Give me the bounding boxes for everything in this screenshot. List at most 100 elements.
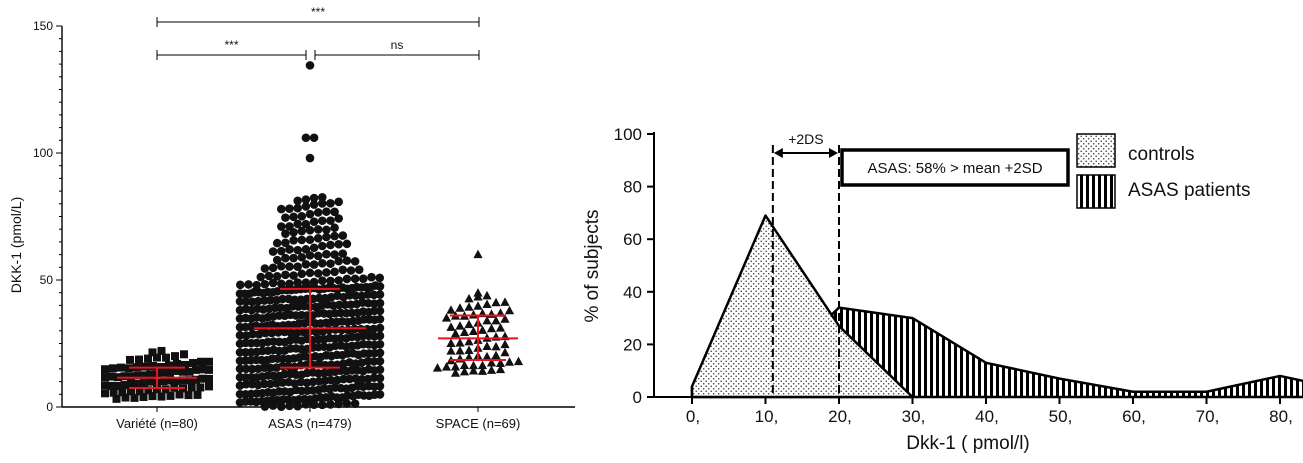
asas-data-point — [318, 276, 327, 285]
asas-data-point — [375, 314, 385, 324]
asas-data-point — [369, 290, 379, 300]
right-x-tick-label: 50, — [1049, 407, 1073, 426]
varite-data-point — [184, 391, 193, 400]
varite-data-point — [166, 368, 174, 377]
varite-data-point — [180, 350, 188, 359]
space-data-point — [495, 364, 506, 374]
varite-data-point — [135, 355, 143, 364]
space-data-point — [450, 368, 461, 377]
asas-data-point — [301, 202, 311, 211]
asas-data-point — [272, 272, 282, 281]
asas-data-point — [375, 298, 385, 308]
space-data-point — [482, 315, 492, 325]
varite-data-point — [193, 390, 202, 399]
asas-data-point — [350, 399, 360, 408]
asas-data-point — [277, 246, 286, 256]
asas-data-point — [338, 265, 348, 275]
asas-data-point — [318, 400, 327, 410]
space-data-point — [450, 328, 461, 338]
asas-data-point — [326, 259, 335, 268]
varite-data-point — [135, 387, 144, 396]
asas-data-point — [342, 256, 352, 265]
asas-data-point — [305, 251, 315, 260]
varite-data-point — [153, 353, 161, 362]
asas-data-point — [375, 365, 385, 374]
space-data-point — [486, 323, 497, 333]
legend-item-asas-patients: ASAS patients — [1076, 174, 1251, 209]
varite-data-point — [192, 375, 200, 384]
asas-data-point — [277, 204, 286, 214]
distribution-areas — [690, 214, 1303, 399]
asas-data-point — [297, 235, 307, 245]
asas-data-point — [285, 204, 294, 213]
asas-data-point — [354, 265, 364, 274]
varite-data-point — [144, 386, 153, 395]
asas-data-point — [301, 278, 311, 287]
asas-data-point — [266, 363, 275, 373]
asas-data-point — [305, 268, 315, 278]
space-data-point — [446, 305, 456, 314]
asas-data-point — [339, 374, 348, 384]
asas-data-point — [318, 241, 327, 251]
space-data-point — [464, 336, 474, 346]
varite-data-point — [157, 392, 166, 401]
two-sd-arrow-head-right — [829, 148, 838, 158]
varite-data-point — [133, 371, 142, 380]
varite-data-point — [205, 365, 213, 374]
space-data-point — [500, 297, 510, 306]
asas-data-point — [330, 250, 339, 259]
asas-data-point — [289, 236, 298, 245]
asas-data-point — [334, 239, 344, 249]
varite-data-point — [112, 394, 121, 403]
asas-data-point — [313, 234, 323, 243]
asas-data-point — [375, 282, 385, 291]
asas-data-point — [375, 339, 385, 349]
significance-label: *** — [311, 5, 325, 19]
asas-data-point — [273, 328, 283, 337]
asas-data-point — [261, 328, 270, 338]
asas-data-point — [264, 271, 274, 281]
legend-swatch-controls — [1076, 133, 1116, 168]
asas-data-point — [345, 291, 354, 300]
asas-data-point — [375, 290, 385, 299]
distribution-chart: 0 20 40 60 80 100 0, 10, 20, 30, 40, 50, 60, 70, 80, +… — [582, 125, 1303, 454]
asas-data-point — [241, 379, 251, 389]
asas-data-point — [293, 203, 303, 213]
asas-data-point — [375, 373, 385, 383]
right-x-tick-label: 70, — [1196, 407, 1220, 426]
asas-data-point — [281, 253, 290, 263]
space-data-point — [459, 360, 470, 370]
varite-data-point — [144, 354, 152, 363]
space-data-point — [446, 338, 456, 348]
asas-data-point — [326, 198, 335, 208]
asas-data-point — [363, 290, 373, 299]
asas-data-point — [346, 266, 356, 275]
varite-data-point — [149, 362, 157, 371]
varite-data-point — [109, 364, 117, 373]
right-y-tick-label: 80 — [623, 178, 642, 197]
asas-data-point — [272, 238, 282, 248]
asas-data-point — [309, 260, 319, 269]
asas-data-point — [375, 381, 385, 391]
asas-data-point — [293, 196, 303, 206]
asas-data-point — [305, 235, 315, 245]
right-y-tick-label: 60 — [623, 230, 642, 249]
varite-data-point — [127, 372, 135, 381]
asas-data-point — [285, 222, 294, 231]
asas-data-point — [313, 251, 323, 261]
space-data-point — [464, 345, 474, 354]
varite-data-point — [205, 382, 213, 391]
space-data-point — [441, 362, 452, 371]
asas-data-point — [289, 271, 298, 280]
space-data-point — [432, 363, 443, 372]
asas-data-point — [305, 209, 315, 219]
asas-data-point — [297, 269, 307, 279]
varite-data-point — [109, 388, 118, 397]
asas-data-point — [350, 274, 360, 284]
left-category-label: SPACE (n=69) — [436, 416, 521, 431]
two-sd-label: +2DS — [788, 131, 823, 147]
legend-label-asas-patients: ASAS patients — [1128, 180, 1251, 201]
left-y-ticks: 0 50 100 150 — [33, 19, 62, 414]
asas-data-point — [318, 192, 327, 202]
space-data-point — [477, 366, 488, 375]
